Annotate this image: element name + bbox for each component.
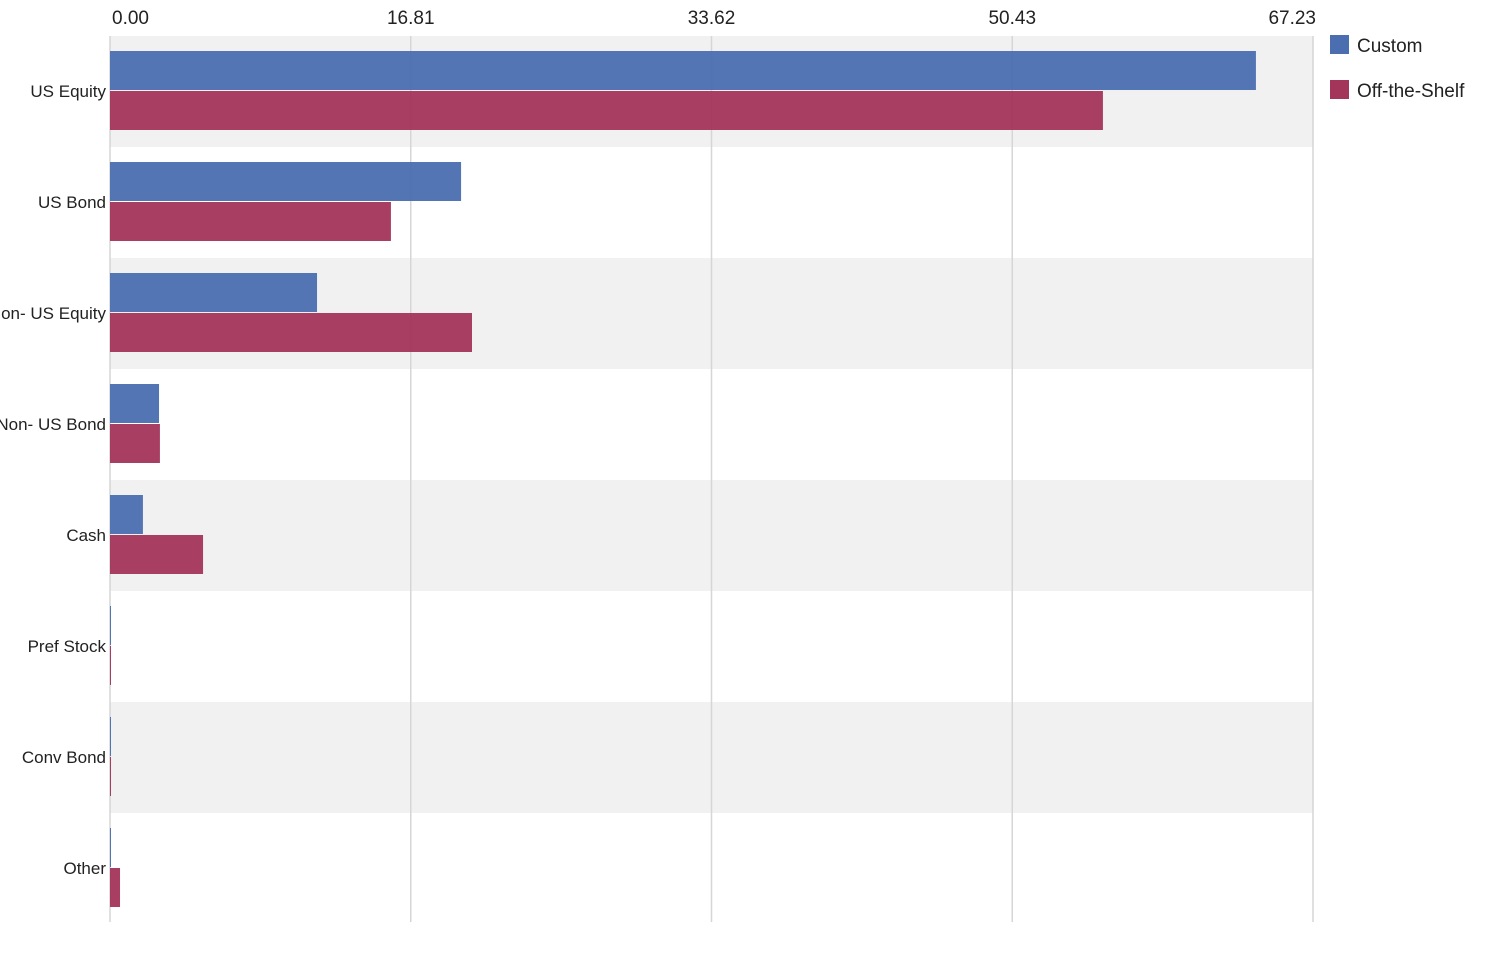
bar-off-the-shelf	[110, 646, 111, 685]
x-tick-label: 0.00	[112, 8, 149, 29]
category-label: US Equity	[30, 82, 106, 101]
category-label: Cash	[66, 526, 106, 545]
bar-custom	[110, 495, 143, 534]
x-tick-label: 50.43	[988, 8, 1036, 29]
bar-off-the-shelf	[110, 313, 472, 352]
category-label: Conv Bond	[22, 748, 106, 767]
bar-off-the-shelf	[110, 535, 204, 574]
bar-custom	[110, 273, 318, 312]
bar-custom	[110, 162, 462, 201]
bar-off-the-shelf	[110, 202, 391, 241]
legend-swatch	[1330, 35, 1349, 54]
bar-off-the-shelf	[110, 424, 160, 463]
bar-custom	[110, 606, 111, 645]
bar-off-the-shelf	[110, 91, 1103, 130]
category-label: Pref Stock	[28, 637, 107, 656]
category-label: Other	[63, 859, 106, 878]
x-tick-label: 33.62	[688, 8, 736, 29]
legend-swatch	[1330, 80, 1349, 99]
category-label: US Bond	[38, 193, 106, 212]
bar-custom	[110, 384, 160, 423]
x-tick-label: 16.81	[387, 8, 435, 29]
legend-label: Off-the-Shelf	[1357, 81, 1465, 102]
legend-label: Custom	[1357, 36, 1422, 57]
bar-custom	[110, 51, 1256, 90]
bar-custom	[110, 828, 111, 867]
bar-off-the-shelf	[110, 868, 121, 907]
category-label: Non- US Bond	[0, 415, 106, 434]
bar-off-the-shelf	[110, 757, 111, 796]
category-label: Non- US Equity	[0, 304, 106, 323]
x-tick-label: 67.23	[1268, 8, 1316, 29]
bar-custom	[110, 717, 111, 756]
